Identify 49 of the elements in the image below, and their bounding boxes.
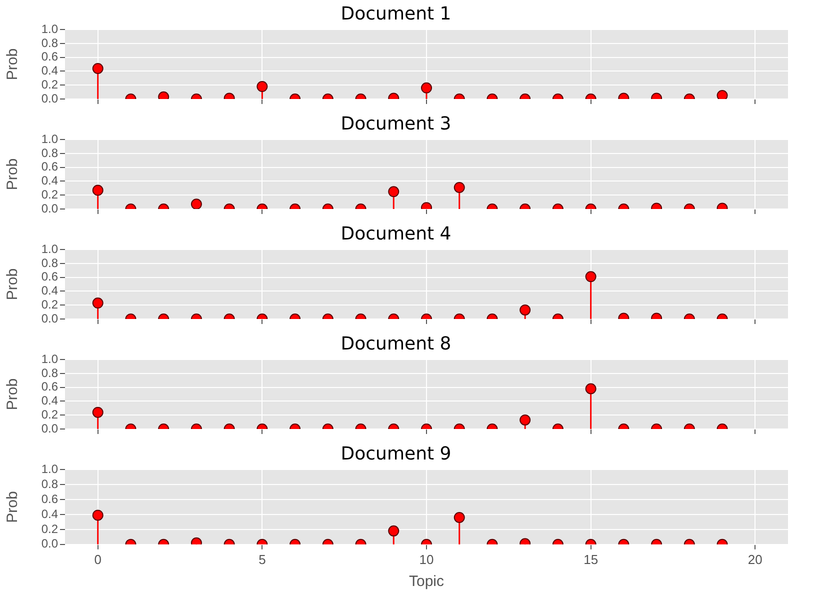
y-tick-label: 0.8 bbox=[41, 36, 58, 50]
y-tick-label: 0.2 bbox=[41, 407, 58, 422]
y-tick-label: 0.2 bbox=[41, 77, 58, 92]
chart-title: Document 1 bbox=[340, 3, 452, 24]
y-tick-label: 0.8 bbox=[41, 366, 58, 380]
y-tick-label: 0.2 bbox=[41, 187, 58, 202]
y-tick-label: 0.6 bbox=[41, 380, 58, 394]
y-tick-label: 0.2 bbox=[41, 297, 58, 312]
y-tick-label: 1.0 bbox=[41, 132, 58, 146]
y-tick-label: 1.0 bbox=[41, 352, 58, 366]
y-tick-label: 0.6 bbox=[41, 492, 58, 506]
y-tick-label: 0.8 bbox=[41, 476, 58, 491]
y-tick-label: 0.4 bbox=[41, 284, 58, 298]
x-tick-label: 0 bbox=[94, 552, 102, 567]
x-axis-title: Topic bbox=[408, 573, 444, 590]
y-tick-label: 0.6 bbox=[41, 160, 58, 174]
point bbox=[585, 383, 596, 394]
y-tick-label: 0.0 bbox=[41, 536, 58, 551]
y-tick-label: 0.8 bbox=[41, 256, 58, 270]
y-axis-title: Prob bbox=[4, 491, 22, 523]
y-tick-label: 0.4 bbox=[41, 506, 58, 521]
y-tick-label: 0.8 bbox=[41, 146, 58, 160]
x-tick-label: 5 bbox=[258, 552, 266, 567]
x-tick-label: 20 bbox=[748, 552, 762, 567]
y-axis-title: Prob bbox=[4, 268, 22, 300]
y-tick-label: 0.6 bbox=[41, 50, 58, 64]
x-tick-label: 15 bbox=[584, 552, 598, 567]
y-tick-label: 0.4 bbox=[41, 174, 58, 188]
chart-title: Document 9 bbox=[340, 443, 452, 464]
chart-title: Document 3 bbox=[340, 113, 452, 134]
y-tick-label: 0.0 bbox=[41, 91, 58, 106]
y-tick-label: 1.0 bbox=[41, 242, 58, 256]
y-tick-label: 0.2 bbox=[41, 522, 58, 536]
y-tick-label: 0.4 bbox=[41, 64, 58, 78]
y-tick-label: 0.0 bbox=[41, 311, 58, 326]
point bbox=[585, 271, 596, 282]
y-tick-label: 1.0 bbox=[41, 22, 58, 36]
y-axis-title: Prob bbox=[4, 378, 22, 410]
y-tick-label: 0.6 bbox=[41, 270, 58, 284]
y-tick-label: 1.0 bbox=[41, 462, 58, 476]
y-axis-title: Prob bbox=[4, 48, 22, 80]
x-tick-label: 10 bbox=[419, 552, 434, 567]
y-axis-title: Prob bbox=[4, 158, 22, 190]
chart-title: Document 4 bbox=[340, 223, 452, 244]
y-tick-label: 0.4 bbox=[41, 394, 58, 408]
y-tick-label: 0.0 bbox=[41, 201, 58, 216]
y-tick-label: 0.0 bbox=[41, 421, 58, 436]
point bbox=[92, 406, 104, 418]
chart-title: Document 8 bbox=[340, 333, 452, 354]
